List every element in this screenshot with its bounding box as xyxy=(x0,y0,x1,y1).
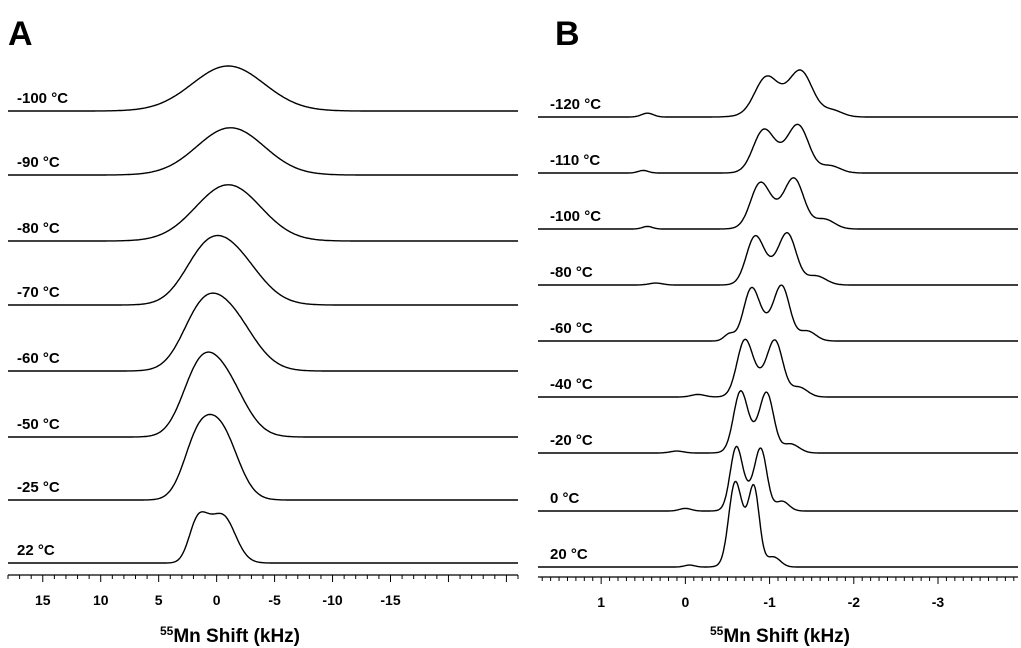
x-tick-label: 5 xyxy=(155,592,163,608)
panel-a: A -100 °C-90 °C-80 °C-70 °C-60 °C-50 °C-… xyxy=(7,15,519,647)
spectrum-trace xyxy=(8,65,518,112)
x-tick-label: 0 xyxy=(213,592,221,608)
panel-a-letter: A xyxy=(8,15,33,53)
spectrum-trace xyxy=(538,284,1018,342)
spectrum-trace xyxy=(8,292,518,372)
spectrum-trace xyxy=(8,234,518,306)
x-tick-label: -5 xyxy=(268,592,281,608)
panel-b-trace-labels: -120 °C -110 °C -100 °C -80 °C -60 °C -40 °C -… xyxy=(550,96,601,563)
panel-a-trace-labels: -100 °C -90 °C -80 °C -70 °C -60 °C -50 °C -25… xyxy=(17,90,68,559)
trace-label: -40 °C xyxy=(550,376,593,393)
spectrum-trace xyxy=(8,511,518,564)
x-tick-label: 0 xyxy=(681,594,689,610)
x-tick-label: 1 xyxy=(597,594,605,610)
trace-label: -110 °C xyxy=(550,152,600,169)
panel-b-letter: B xyxy=(555,15,580,53)
trace-label: -60 °C xyxy=(550,320,593,337)
panel-a-x-axis-title: 55Mn Shift (kHz) xyxy=(160,624,300,647)
x-tick-label: 10 xyxy=(93,592,109,608)
trace-label: 20 °C xyxy=(550,546,588,563)
panel-a-ticks: 15 10 5 0 -5 -10 -15 xyxy=(7,575,519,608)
spectrum-trace xyxy=(8,127,518,176)
panel-b-traces xyxy=(538,69,1018,568)
trace-label: -70 °C xyxy=(17,284,60,301)
panel-b: B -120 °C-110 °C-100 °C-80 °C-60 °C-40 °… xyxy=(538,15,1018,647)
trace-label: -50 °C xyxy=(17,416,60,433)
spectrum-trace xyxy=(538,123,1018,174)
spectrum-trace xyxy=(538,177,1018,230)
x-tick-label: -10 xyxy=(322,592,342,608)
trace-label: -120 °C xyxy=(550,96,601,113)
panel-a-traces xyxy=(8,65,518,564)
spectrum-trace xyxy=(538,338,1018,398)
panel-b-x-axis-title: 55Mn Shift (kHz) xyxy=(710,624,850,647)
spectrum-trace xyxy=(8,351,518,438)
spectrum-trace xyxy=(538,390,1018,454)
trace-label: -80 °C xyxy=(550,264,593,281)
x-tick-label: -15 xyxy=(380,592,400,608)
trace-label: -25 °C xyxy=(17,479,60,496)
trace-label: -90 °C xyxy=(17,154,60,171)
spectrum-trace xyxy=(538,445,1018,512)
x-tick-label: -3 xyxy=(932,594,945,610)
trace-label: -100 °C xyxy=(550,208,601,225)
spectrum-trace xyxy=(538,480,1018,568)
spectrum-trace xyxy=(538,231,1018,286)
spectrum-trace xyxy=(538,69,1018,118)
trace-label: 0 °C xyxy=(550,490,580,507)
x-tick-label: 15 xyxy=(35,592,51,608)
spectrum-trace xyxy=(8,413,518,501)
x-tick-label: -2 xyxy=(848,594,861,610)
spectrum-trace xyxy=(8,184,518,242)
trace-label: 22 °C xyxy=(17,542,55,559)
trace-label: -100 °C xyxy=(17,90,68,107)
trace-label: -80 °C xyxy=(17,220,60,237)
panel-b-ticks: 1 0 -1 -2 -3 xyxy=(541,577,1015,610)
trace-label: -60 °C xyxy=(17,350,60,367)
x-tick-label: -1 xyxy=(763,594,776,610)
trace-label: -20 °C xyxy=(550,432,593,449)
